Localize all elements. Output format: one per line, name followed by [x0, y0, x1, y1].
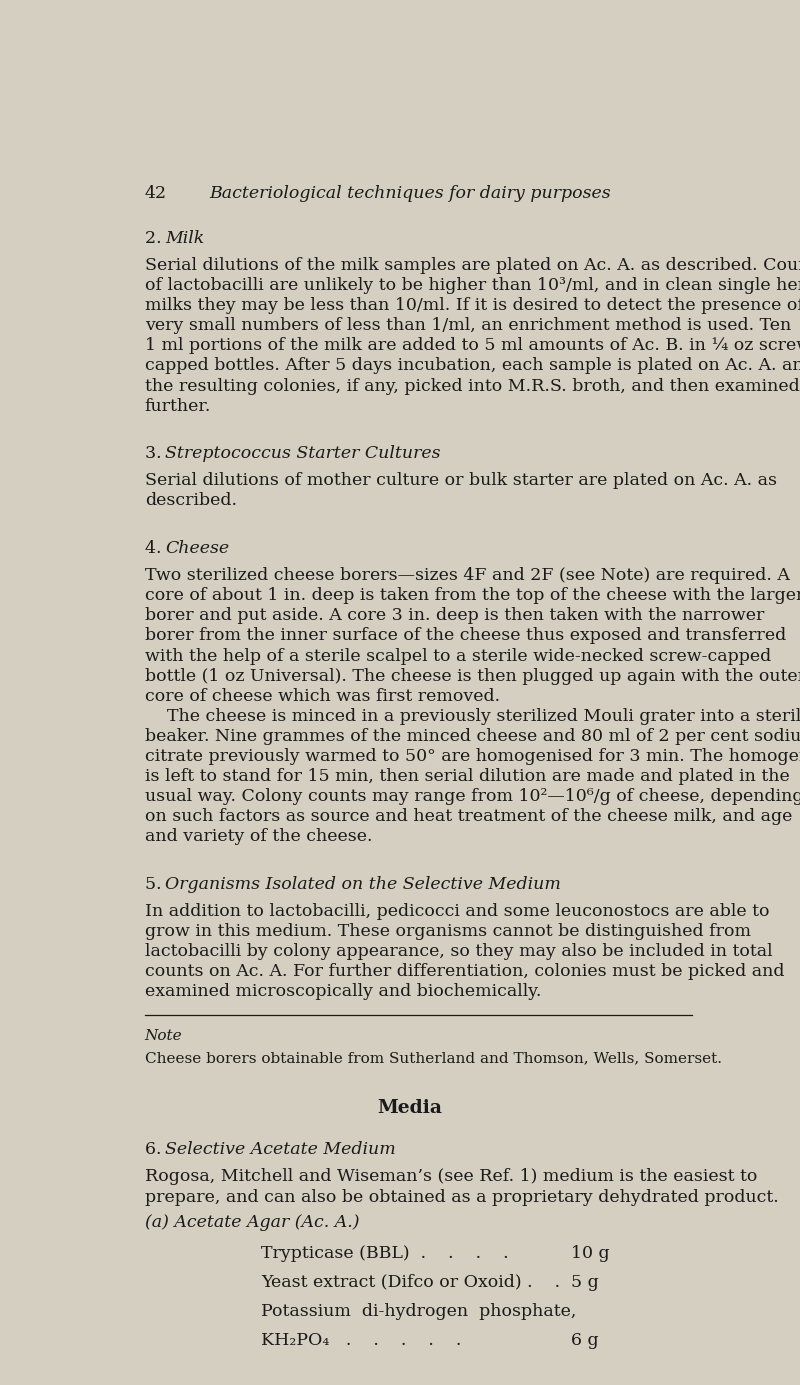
Text: very small numbers of less than 1/ml, an enrichment method is used. Ten: very small numbers of less than 1/ml, an… [145, 317, 791, 334]
Text: citrate previously warmed to 50° are homogenised for 3 min. The homogenate: citrate previously warmed to 50° are hom… [145, 748, 800, 765]
Text: counts on Ac. A. For further differentiation, colonies must be picked and: counts on Ac. A. For further differentia… [145, 963, 784, 981]
Text: 6.: 6. [145, 1141, 166, 1158]
Text: Streptococcus Starter Cultures: Streptococcus Starter Cultures [165, 446, 441, 463]
Text: grow in this medium. These organisms cannot be distinguished from: grow in this medium. These organisms can… [145, 922, 750, 940]
Text: The cheese is minced in a previously sterilized Mouli grater into a sterile: The cheese is minced in a previously ste… [145, 708, 800, 724]
Text: borer and put aside. A core 3 in. deep is then taken with the narrower: borer and put aside. A core 3 in. deep i… [145, 608, 764, 625]
Text: 42: 42 [145, 186, 166, 202]
Text: borer from the inner surface of the cheese thus exposed and transferred: borer from the inner surface of the chee… [145, 627, 786, 644]
Text: milks they may be less than 10/ml. If it is desired to detect the presence of: milks they may be less than 10/ml. If it… [145, 298, 800, 314]
Text: examined microscopically and biochemically.: examined microscopically and biochemical… [145, 983, 541, 1000]
Text: Trypticase (BBL)  .    .    .    .: Trypticase (BBL) . . . . [262, 1245, 509, 1262]
Text: 4.: 4. [145, 540, 166, 557]
Text: 2.: 2. [145, 230, 166, 247]
Text: Potassium  di-hydrogen  phosphate,: Potassium di-hydrogen phosphate, [262, 1303, 577, 1320]
Text: In addition to lactobacilli, pedicocci and some leuconostocs are able to: In addition to lactobacilli, pedicocci a… [145, 903, 769, 920]
Text: 10 g: 10 g [571, 1245, 610, 1262]
Text: is left to stand for 15 min, then serial dilution are made and plated in the: is left to stand for 15 min, then serial… [145, 767, 790, 785]
Text: on such factors as source and heat treatment of the cheese milk, and age: on such factors as source and heat treat… [145, 807, 792, 825]
Text: 5.: 5. [145, 875, 166, 893]
Text: described.: described. [145, 493, 237, 510]
Text: Cheese: Cheese [165, 540, 230, 557]
Text: and variety of the cheese.: and variety of the cheese. [145, 828, 372, 845]
Text: Yeast extract (Difco or Oxoid) .    .: Yeast extract (Difco or Oxoid) . . [262, 1274, 560, 1291]
Text: 6 g: 6 g [571, 1332, 599, 1349]
Text: Serial dilutions of mother culture or bulk starter are plated on Ac. A. as: Serial dilutions of mother culture or bu… [145, 472, 777, 489]
Text: Selective Acetate Medium: Selective Acetate Medium [165, 1141, 396, 1158]
Text: Media: Media [378, 1100, 442, 1118]
Text: with the help of a sterile scalpel to a sterile wide-necked screw-capped: with the help of a sterile scalpel to a … [145, 648, 771, 665]
Text: 5 g: 5 g [571, 1274, 599, 1291]
Text: core of cheese which was first removed.: core of cheese which was first removed. [145, 687, 500, 705]
Text: usual way. Colony counts may range from 10²—10⁶/g of cheese, depending: usual way. Colony counts may range from … [145, 788, 800, 805]
Text: Serial dilutions of the milk samples are plated on Ac. A. as described. Counts: Serial dilutions of the milk samples are… [145, 258, 800, 274]
Text: lactobacilli by colony appearance, so they may also be included in total: lactobacilli by colony appearance, so th… [145, 943, 772, 960]
Text: beaker. Nine grammes of the minced cheese and 80 ml of 2 per cent sodium: beaker. Nine grammes of the minced chees… [145, 727, 800, 745]
Text: of lactobacilli are unlikely to be higher than 10³/ml, and in clean single herd: of lactobacilli are unlikely to be highe… [145, 277, 800, 294]
Text: Two sterilized cheese borers—sizes 4F and 2F (see Note) are required. A: Two sterilized cheese borers—sizes 4F an… [145, 568, 790, 584]
Text: Cheese borers obtainable from Sutherland and Thomson, Wells, Somerset.: Cheese borers obtainable from Sutherland… [145, 1051, 722, 1065]
Text: Bacteriological techniques for dairy purposes: Bacteriological techniques for dairy pur… [209, 186, 611, 202]
Text: core of about 1 in. deep is taken from the top of the cheese with the larger: core of about 1 in. deep is taken from t… [145, 587, 800, 604]
Text: 1 ml portions of the milk are added to 5 ml amounts of Ac. B. in ¼ oz screw-: 1 ml portions of the milk are added to 5… [145, 338, 800, 355]
Text: Note: Note [145, 1029, 182, 1043]
Text: (a) Acetate Agar (Ac. A.): (a) Acetate Agar (Ac. A.) [145, 1213, 359, 1231]
Text: 3.: 3. [145, 446, 166, 463]
Text: Milk: Milk [165, 230, 204, 247]
Text: further.: further. [145, 397, 211, 414]
Text: KH₂PO₄   .    .    .    .    .: KH₂PO₄ . . . . . [262, 1332, 462, 1349]
Text: bottle (1 oz Universal). The cheese is then plugged up again with the outer: bottle (1 oz Universal). The cheese is t… [145, 668, 800, 684]
Text: Rogosa, Mitchell and Wiseman’s (see Ref. 1) medium is the easiest to: Rogosa, Mitchell and Wiseman’s (see Ref.… [145, 1169, 757, 1186]
Text: prepare, and can also be obtained as a proprietary dehydrated product.: prepare, and can also be obtained as a p… [145, 1188, 778, 1205]
Text: Organisms Isolated on the Selective Medium: Organisms Isolated on the Selective Medi… [165, 875, 561, 893]
Text: the resulting colonies, if any, picked into M.R.S. broth, and then examined: the resulting colonies, if any, picked i… [145, 378, 799, 395]
Text: capped bottles. After 5 days incubation, each sample is plated on Ac. A. and: capped bottles. After 5 days incubation,… [145, 357, 800, 374]
